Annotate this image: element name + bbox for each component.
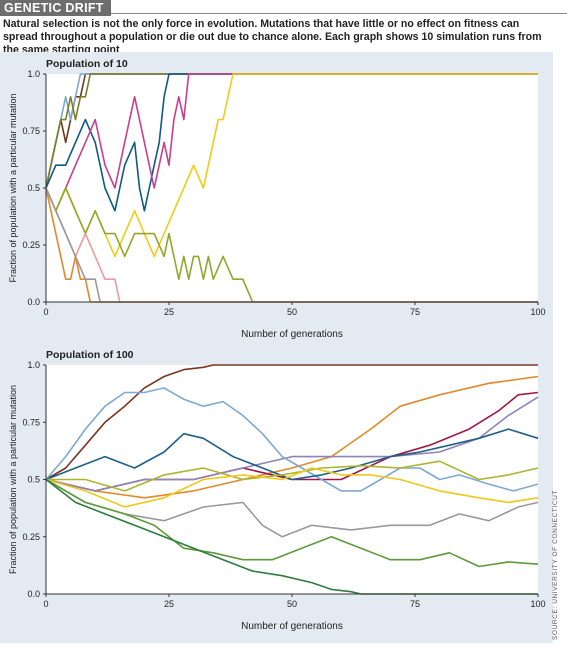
x-tick-label: 75 bbox=[410, 599, 420, 609]
series-line-7 bbox=[45, 187, 538, 303]
series-line-4 bbox=[45, 396, 539, 492]
y-tick-label: 0.75 bbox=[22, 417, 40, 427]
series-line-10 bbox=[45, 478, 539, 568]
x-tick-label: 50 bbox=[287, 307, 297, 317]
x-tick-label: 50 bbox=[287, 599, 297, 609]
y-tick-label: 0.5 bbox=[27, 183, 40, 193]
chart-panel-population-10: Population of 10 0 25 50 75 100 0.0 0.25 0.5 0.75… bbox=[0, 52, 553, 346]
y-tick-label: 0.5 bbox=[27, 475, 40, 485]
series-line-6 bbox=[45, 428, 539, 481]
y-tick-label: 0.0 bbox=[27, 589, 40, 599]
x-tick-label: 0 bbox=[43, 599, 48, 609]
series-line-4 bbox=[45, 73, 538, 212]
x-tick-label: 100 bbox=[530, 599, 545, 609]
header-badge: GENETIC DRIFT bbox=[0, 0, 111, 16]
x-tick-label: 100 bbox=[530, 307, 545, 317]
series-line-2 bbox=[45, 375, 539, 499]
plot-area bbox=[46, 74, 538, 302]
y-tick-label: 0.0 bbox=[27, 297, 40, 307]
series-line-5 bbox=[45, 387, 539, 492]
source-credit-text: SOURCE: UNIVERSITY OF CONNECTICUT bbox=[552, 489, 559, 640]
y-tick-label: 1.0 bbox=[27, 360, 40, 370]
y-axis-label: Fraction of population with a particular… bbox=[8, 385, 18, 574]
y-axis-label: Fraction of population with a particular… bbox=[8, 93, 18, 282]
x-tick-label: 25 bbox=[164, 307, 174, 317]
series-line-3 bbox=[45, 73, 538, 189]
series-line-10 bbox=[45, 187, 538, 303]
series-line-5 bbox=[45, 73, 538, 212]
header-rule bbox=[0, 13, 567, 14]
x-tick-label: 25 bbox=[164, 599, 174, 609]
chart-title: Population of 100 bbox=[46, 349, 134, 361]
series-line-9 bbox=[45, 478, 539, 538]
chart-panel-population-100: Population of 100 0 25 50 75 100 0.0 0.25 0.5 0.7… bbox=[0, 345, 553, 643]
chart-population-10: Population of 10 0 25 50 75 100 0.0 0.25 0.5 0.75… bbox=[8, 58, 546, 340]
series-line-8 bbox=[45, 467, 539, 508]
series-line-1 bbox=[45, 364, 538, 481]
series-line-11 bbox=[45, 478, 538, 595]
y-tick-label: 0.75 bbox=[22, 126, 40, 136]
x-axis-label: Number of generations bbox=[241, 621, 343, 632]
y-tick-label: 1.0 bbox=[27, 69, 40, 79]
chart-title: Population of 10 bbox=[46, 58, 128, 70]
y-tick-label: 0.25 bbox=[22, 532, 40, 542]
chart-population-100: Population of 100 0 25 50 75 100 0.0 0.25 0.5 0.7… bbox=[8, 349, 546, 632]
x-tick-label: 75 bbox=[410, 307, 420, 317]
source-credit: SOURCE: UNIVERSITY OF CONNECTICUT bbox=[550, 490, 564, 640]
x-axis-label: Number of generations bbox=[241, 329, 343, 340]
x-tick-label: 0 bbox=[43, 307, 48, 317]
y-tick-label: 0.25 bbox=[22, 240, 40, 250]
series-line-8 bbox=[45, 187, 538, 303]
